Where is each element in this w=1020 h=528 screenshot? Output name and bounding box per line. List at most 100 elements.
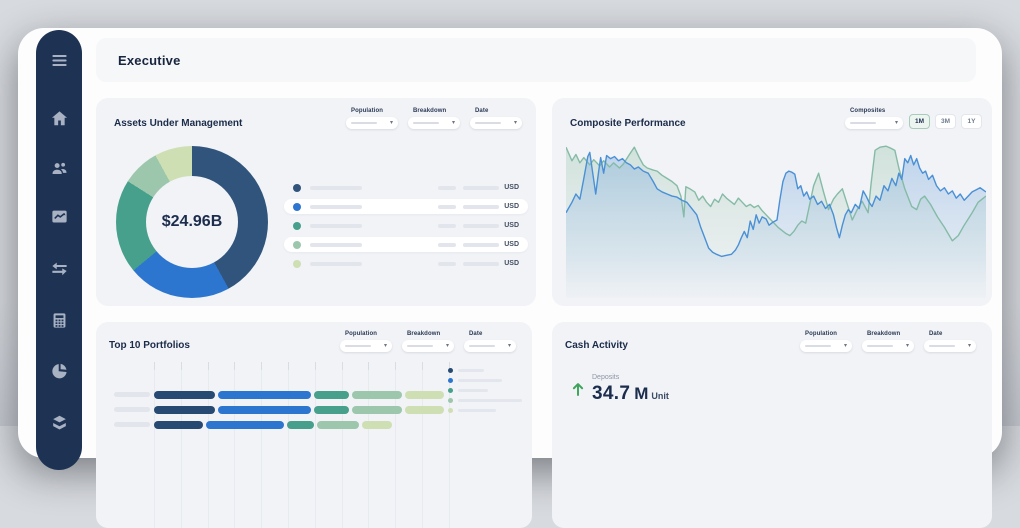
redacted-amount [463,204,500,209]
grid-line [341,362,343,528]
aum-total-value: $24.96B [161,213,223,230]
up-arrow-icon [572,383,584,396]
chevron-down-icon: ▾ [451,120,455,126]
range-button-1y[interactable]: 1Y [961,114,982,129]
filter-label: Composites [850,108,886,114]
grid-line [261,362,263,528]
select-placeholder [805,345,831,347]
aum-legend-row: USD [284,199,528,214]
legend-item [448,398,522,403]
chevron-down-icon: ▾ [389,120,393,126]
population-select[interactable]: ▾ [800,340,852,352]
sidebar-item-transactions[interactable] [47,256,71,280]
composite-line-chart [566,142,986,298]
page-title: Executive [118,52,181,68]
deposits-scale: M [634,384,649,403]
composite-filters: Composites ▾ [845,108,903,129]
chevron-down-icon: ▾ [894,120,898,126]
aum-legend-row: USD [284,218,528,233]
panel-top-10-portfolios: Top 10 Portfolios Population ▾ Breakdown ▾ D… [96,322,532,528]
portfolio-bar-row [96,406,532,414]
bar-segment [154,406,215,414]
breakdown-select[interactable]: ▾ [402,340,454,352]
bar-segment [218,406,311,414]
date-select[interactable]: ▾ [924,340,976,352]
sidebar-item-performance[interactable] [47,204,71,228]
series-blue-line [566,152,986,256]
redacted-name [310,261,362,266]
select-placeholder [413,122,439,124]
range-button-1m[interactable]: 1M [909,114,930,129]
panel-title: Composite Performance [570,118,686,129]
legend-dot [448,368,453,373]
menu-icon [51,54,67,66]
sidebar-item-allocation[interactable] [47,358,71,382]
currency-label: USD [504,203,519,210]
grid-line [154,362,155,528]
sidebar-item-menu[interactable] [47,48,71,72]
grid-line [395,362,397,528]
date-select[interactable]: ▾ [470,117,522,129]
select-placeholder [469,345,495,347]
panel-title: Top 10 Portfolios [109,340,190,351]
filter-label: Date [475,108,489,114]
bar-segment [287,421,314,429]
filter-date: Date ▾ [470,108,522,129]
chevron-down-icon: ▾ [445,343,449,349]
select-placeholder [867,345,893,347]
redacted-name [310,185,362,190]
population-select[interactable]: ▾ [346,117,398,129]
allocation-icon [51,363,67,378]
grid-line [422,362,423,528]
calculator-icon [53,312,65,328]
date-select[interactable]: ▾ [464,340,516,352]
filter-label: Population [805,331,837,337]
redacted-name [310,223,362,228]
currency-label: USD [504,222,519,229]
legend-dot [293,240,301,249]
panel-title: Cash Activity [565,340,628,351]
bar-segment [317,421,359,429]
legend-dot [448,388,453,393]
sidebar-item-clients[interactable] [47,156,71,180]
sidebar-item-calculator[interactable] [47,308,71,332]
currency-label: USD [504,260,519,267]
currency-label: USD [504,241,519,248]
composites-select[interactable]: ▾ [845,117,903,129]
home-icon [51,110,67,125]
chevron-down-icon: ▾ [843,343,847,349]
deposits-unit: Unit [651,391,669,401]
cash-filters: Population ▾ Breakdown ▾ Date ▾ [800,331,976,352]
redacted-amount [463,261,500,266]
range-button-group: 1M 3M 1Y [909,114,982,129]
population-select[interactable]: ▾ [340,340,392,352]
filter-date: Date ▾ [464,331,516,352]
select-placeholder [929,345,955,347]
aum-legend-list: USD USD USD USD USD [284,180,528,275]
deposits-metric: 34.7 M Unit [592,383,669,405]
redacted-legend-label [458,399,522,402]
redacted-portfolio-name [114,422,150,427]
chevron-down-icon: ▾ [905,343,909,349]
sidebar-item-home[interactable] [47,106,71,130]
chevron-down-icon: ▾ [967,343,971,349]
redacted-portfolio-name [114,392,150,397]
range-button-3m[interactable]: 3M [935,114,956,129]
filter-breakdown: Breakdown ▾ [408,108,460,129]
chevron-down-icon: ▾ [513,120,517,126]
stacked-bar [154,421,392,429]
sidebar-item-holdings[interactable] [47,410,71,434]
filter-population: Population ▾ [346,108,398,129]
aum-legend-row: USD [284,256,528,271]
legend-dot [293,221,301,230]
filter-composites: Composites ▾ [845,108,903,129]
grid-line [180,362,182,528]
filter-date: Date ▾ [924,331,976,352]
filter-label: Population [345,331,377,337]
breakdown-select[interactable]: ▾ [862,340,914,352]
bar-segment [154,421,203,429]
breakdown-select[interactable]: ▾ [408,117,460,129]
redacted-amount [463,223,500,228]
filter-label: Date [929,331,943,337]
filter-label: Population [351,108,383,114]
